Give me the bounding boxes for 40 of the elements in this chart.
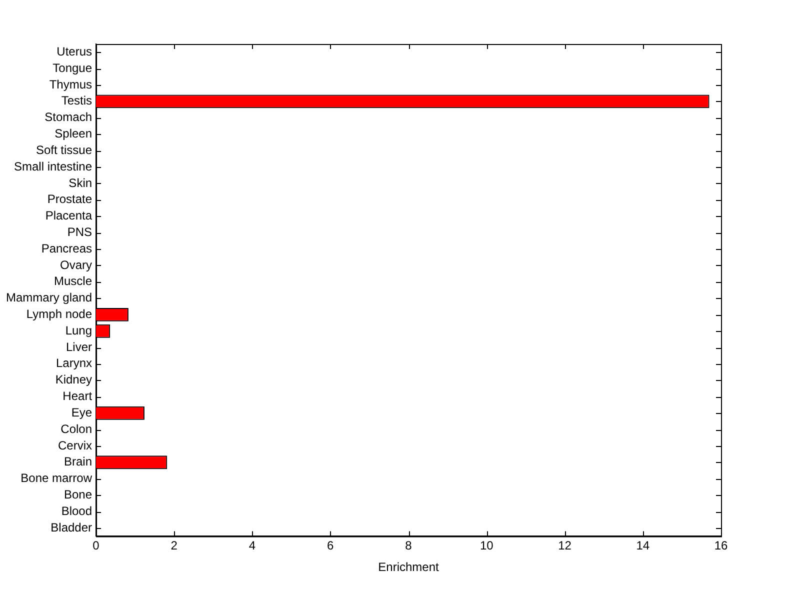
y-tick-label: Lymph node xyxy=(26,307,92,322)
y-tick-label: Thymus xyxy=(49,77,92,92)
y-tick-label: Heart xyxy=(62,389,93,404)
y-tick-label: Brain xyxy=(64,454,92,469)
y-tick-label: Tongue xyxy=(52,60,92,75)
x-tick-label: 8 xyxy=(405,538,412,553)
y-tick-label: Testis xyxy=(61,94,92,108)
y-tick-label: Lung xyxy=(65,323,92,338)
x-tick-label: 14 xyxy=(636,538,650,553)
y-tick-label: Muscle xyxy=(54,274,92,288)
y-tick-label: Pancreas xyxy=(41,241,92,256)
y-tick-label: Skin xyxy=(68,176,92,190)
y-tick-label: Bladder xyxy=(50,520,92,534)
x-tick-label: 12 xyxy=(558,538,572,553)
y-tick-label: Eye xyxy=(71,405,92,420)
y-tick-label: Kidney xyxy=(55,372,92,387)
x-tick-label: 0 xyxy=(92,538,100,553)
y-tick-label: Bone marrow xyxy=(20,471,92,486)
y-tick-label: Mammary gland xyxy=(6,290,92,305)
y-tick-label: Liver xyxy=(66,340,92,354)
y-tick-label: Cervix xyxy=(58,438,92,452)
x-tick-label: 6 xyxy=(327,538,334,553)
y-tick-label: Small intestine xyxy=(14,159,92,174)
x-tick-label: 4 xyxy=(248,538,256,553)
y-tick-label: Placenta xyxy=(45,208,92,223)
x-tick-label: 10 xyxy=(480,538,494,553)
y-tick-label: Ovary xyxy=(60,258,92,272)
y-tick-label: Bone xyxy=(64,487,92,502)
x-tick-label: 16 xyxy=(714,538,728,553)
x-axis-title: Enrichment xyxy=(378,560,440,574)
y-tick-label: Stomach xyxy=(44,110,92,124)
y-tick-label: Larynx xyxy=(56,356,92,370)
y-tick-label: Colon xyxy=(60,422,92,436)
y-tick-label: Blood xyxy=(61,504,92,518)
y-tick-label: PNS xyxy=(67,224,92,239)
y-tick-label: Spleen xyxy=(54,126,92,141)
y-tick-label: Uterus xyxy=(56,44,92,59)
x-tick-label: 2 xyxy=(170,538,178,553)
y-tick-label: Soft tissue xyxy=(36,142,92,157)
y-tick-label: Prostate xyxy=(47,192,92,206)
